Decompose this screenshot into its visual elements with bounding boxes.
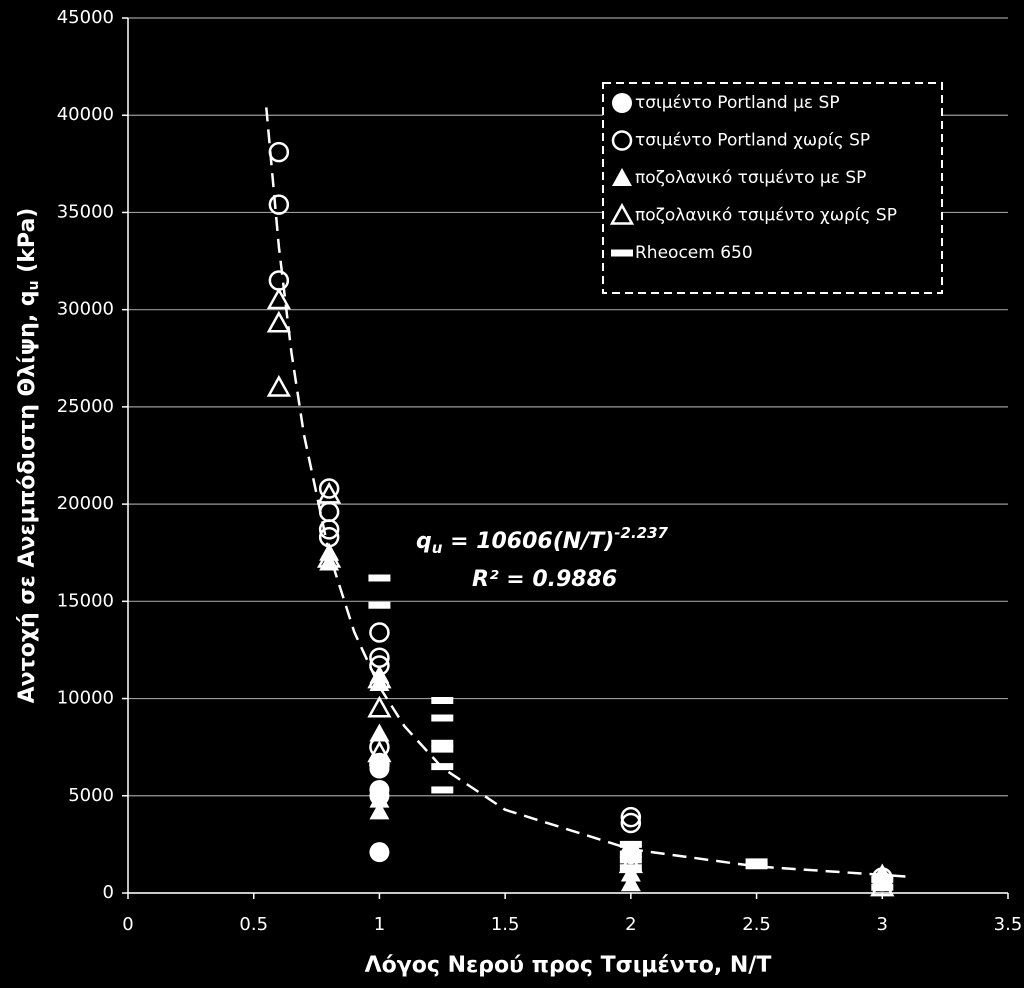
point — [318, 478, 340, 499]
point — [619, 840, 642, 848]
x-tick-label: 0.5 — [239, 914, 268, 935]
point — [369, 842, 390, 863]
point — [431, 714, 454, 722]
point — [369, 723, 390, 742]
y-tick-label: 10000 — [57, 688, 114, 709]
point — [431, 739, 454, 747]
r-squared: R² = 0.9886 — [472, 567, 617, 592]
y-tick-label: 15000 — [57, 590, 114, 611]
point — [620, 812, 642, 834]
point — [745, 858, 768, 866]
point — [619, 850, 642, 858]
point — [367, 695, 392, 718]
point — [745, 862, 768, 870]
y-axis-title-sub: u — [26, 280, 42, 290]
x-axis-title: Λόγος Νερού προς Τσιμέντο, Ν/Τ — [365, 953, 772, 978]
x-tick-label: 0 — [122, 914, 133, 935]
point — [431, 745, 454, 753]
x-tick-label: 2.5 — [742, 914, 771, 935]
point — [368, 601, 391, 609]
point — [317, 481, 342, 504]
point — [369, 754, 390, 775]
y-tick-label: 35000 — [57, 201, 114, 222]
equation-part: q — [416, 529, 432, 554]
x-tick-label: 1 — [374, 914, 385, 935]
point — [268, 141, 290, 163]
x-tick-label: 3 — [877, 914, 888, 935]
equation: qu = 10606(N/T)-2.237 — [416, 524, 669, 557]
legend-marker — [611, 130, 633, 151]
legend-marker — [612, 93, 632, 113]
point — [266, 374, 291, 397]
point — [431, 763, 454, 771]
point — [431, 786, 454, 794]
point — [266, 310, 291, 333]
y-axis-title-part: Αντοχή σε Ανεμπόδιστη Θλίψη, q — [15, 290, 40, 703]
point — [367, 740, 392, 763]
point — [620, 873, 641, 892]
point — [619, 856, 642, 864]
point — [317, 545, 342, 568]
point — [431, 697, 454, 704]
legend-label: ποζολανικό τσιμέντο χωρίς SP — [635, 206, 897, 226]
y-axis-title-part: (kPa) — [15, 208, 40, 281]
point — [268, 194, 290, 215]
legend-label: Rheocem 650 — [635, 243, 753, 263]
y-axis-title: Αντοχή σε Ανεμπόδιστη Θλίψη, qu (kPa) — [15, 208, 42, 704]
equation-sub: u — [432, 539, 443, 557]
legend-box — [602, 82, 943, 294]
y-tick-label: 30000 — [57, 299, 114, 320]
y-tick-label: 5000 — [68, 785, 114, 806]
x-tick-label: 1.5 — [491, 914, 520, 935]
legend-label: τσιμέντο Portland χωρίς SP — [635, 131, 870, 151]
point — [871, 883, 894, 891]
y-tick-label: 40000 — [57, 104, 114, 125]
point — [619, 864, 642, 872]
point — [369, 801, 390, 820]
x-tick-label: 3.5 — [994, 914, 1023, 935]
equation-part: = 10606(N/T) — [442, 529, 614, 554]
point — [318, 519, 340, 540]
point — [620, 806, 642, 828]
point — [369, 622, 390, 643]
legend-marker — [612, 168, 632, 186]
legend-marker — [611, 249, 633, 257]
y-tick-label: 25000 — [57, 396, 114, 417]
point — [367, 666, 392, 689]
point — [871, 875, 894, 883]
legend-label: ποζολανικό τσιμέντο με SP — [635, 168, 866, 188]
point — [369, 789, 390, 808]
legend-label: τσιμέντο Portland με SP — [635, 93, 840, 113]
equation-sup: -2.237 — [614, 524, 668, 542]
y-tick-label: 0 — [103, 882, 114, 903]
y-tick-label: 45000 — [57, 7, 114, 28]
y-tick-label: 20000 — [57, 493, 114, 514]
point — [266, 287, 291, 310]
legend-marker — [609, 202, 635, 225]
x-tick-label: 2 — [625, 914, 636, 935]
point — [368, 574, 391, 582]
